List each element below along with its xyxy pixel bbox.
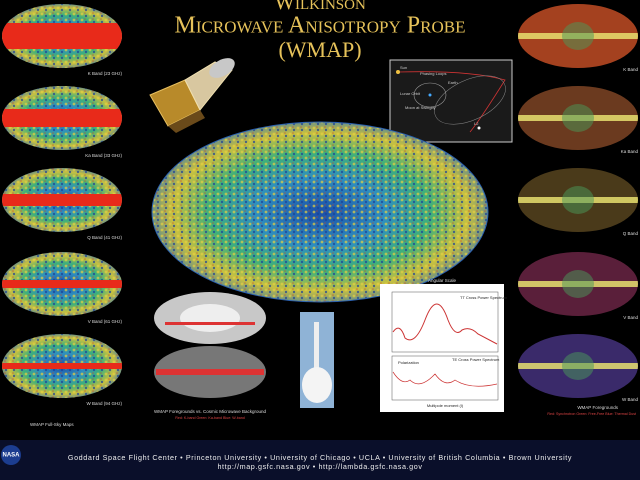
spacecraft — [149, 58, 235, 133]
axis-label: Angular Scale — [428, 278, 457, 283]
foreground-maps: K Band Ka Band Q Band V Band W Band — [518, 4, 638, 402]
galactic-plane — [2, 280, 122, 288]
emission-region — [562, 270, 594, 298]
logo-text: NASA — [2, 453, 20, 459]
band-label: Q Band (41 GHz) — [87, 235, 122, 240]
band-label: Ka Band — [621, 149, 639, 154]
caption: WMAP Foregrounds vs. Cosmic Microwave Ba… — [154, 409, 266, 414]
band-label: V Band (61 GHz) — [88, 319, 123, 324]
title-line1: Wilkinson — [274, 0, 366, 14]
band-label: W Band (94 GHz) — [86, 401, 122, 406]
band-label: Q Band — [623, 231, 639, 236]
comparison-maps — [154, 292, 266, 398]
cmb-map — [151, 121, 489, 303]
footer-urls: http://map.gsfc.nasa.gov • http://lambda… — [217, 462, 422, 471]
band-label: V Band — [623, 315, 638, 320]
galactic-plane — [2, 363, 122, 369]
plot-title: TT Cross Power Spectrum — [460, 295, 508, 300]
galactic-plane — [2, 194, 122, 206]
axis-label: Multipole moment (l) — [427, 403, 464, 408]
diagram-label: Sun — [400, 65, 407, 70]
band-label: Ka Band (33 GHz) — [85, 153, 122, 158]
caption: WMAP Foregrounds — [577, 405, 618, 410]
diagram-label: Moon at Swingby — [405, 105, 436, 110]
galactic-plane — [2, 23, 122, 49]
annotation: Polarization — [398, 360, 419, 365]
diagram-label: L2 — [474, 121, 479, 126]
title-line2: Microwave Anisotropy Probe — [175, 13, 466, 39]
title-line3: (WMAP) — [278, 37, 361, 62]
footer-bar — [0, 440, 640, 480]
emission-region — [562, 186, 594, 214]
nasa-logo — [1, 445, 21, 465]
band-label: K Band — [623, 67, 638, 72]
galactic-plane — [2, 109, 122, 127]
band-label: W Band — [622, 397, 639, 402]
legend: Red: Synchrotron Green: Free-Free Blue: … — [547, 412, 636, 416]
emission-region — [562, 22, 594, 50]
orbit-diagram: Sun Phasing Loops Earth Lunar Orbit Moon… — [389, 59, 513, 143]
plot-title: TE Cross Power Spectrum — [452, 357, 500, 362]
diagram-label: Phasing Loops — [420, 71, 446, 76]
power-spectrum: Angular Scale TT Cross Power Spectrum TE… — [380, 278, 508, 412]
emission-region — [562, 104, 594, 132]
emission-region — [562, 352, 594, 380]
legend: Red: K-band Green: Ka-band Blue: W-band — [175, 416, 244, 420]
full-sky-maps: K Band (23 GHz) Ka Band (33 GHz) Q Band (4… — [2, 4, 123, 406]
caption: WMAP Full-Sky Maps — [30, 422, 74, 427]
diagram-label: Lunar Orbit — [400, 91, 421, 96]
diagram-label: Earth — [448, 80, 458, 85]
band-label: K Band (23 GHz) — [88, 71, 123, 76]
footer-institutions: Goddard Space Flight Center • Princeton … — [68, 453, 572, 462]
rocket-photo — [300, 312, 334, 408]
